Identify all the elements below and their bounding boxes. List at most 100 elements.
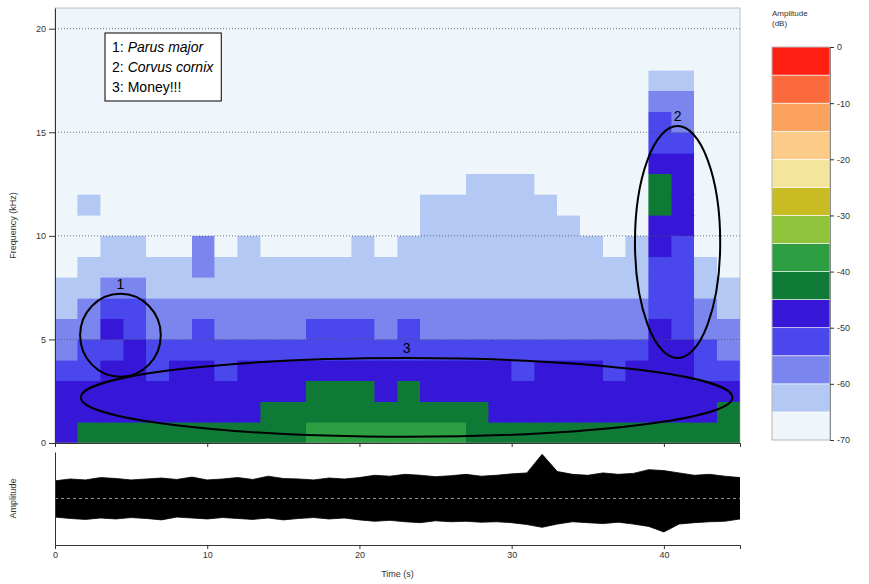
cell xyxy=(466,49,489,70)
cell xyxy=(512,360,535,381)
cell xyxy=(694,70,717,91)
cell xyxy=(169,132,192,153)
cell xyxy=(78,132,101,153)
cell xyxy=(420,153,443,174)
cell xyxy=(261,153,284,174)
cell xyxy=(535,360,558,381)
color-band xyxy=(772,103,830,131)
tick xyxy=(359,443,360,447)
cell xyxy=(215,319,238,340)
tick-label: 10 xyxy=(203,550,213,560)
cell xyxy=(535,402,558,423)
cell xyxy=(352,132,375,153)
x-axis: 010203040 xyxy=(53,545,741,560)
cell xyxy=(557,339,580,360)
cell xyxy=(192,319,215,340)
annotation-label: 1 xyxy=(117,276,125,292)
cell xyxy=(329,8,352,29)
cell xyxy=(694,8,717,29)
cell xyxy=(375,174,398,195)
cell xyxy=(283,153,306,174)
cell xyxy=(694,29,717,50)
cell xyxy=(375,49,398,70)
cell xyxy=(466,153,489,174)
cell xyxy=(580,422,603,443)
cell xyxy=(649,236,672,257)
cell xyxy=(306,174,329,195)
midline xyxy=(55,498,740,499)
cell xyxy=(512,215,535,236)
color-bar-axis: 0-10-20-30-40-50-60-70 xyxy=(830,42,850,445)
cell xyxy=(261,381,284,402)
cell xyxy=(101,132,124,153)
cell xyxy=(512,8,535,29)
cell xyxy=(215,298,238,319)
cell xyxy=(672,153,695,174)
cell xyxy=(420,49,443,70)
legend-text: Money!!! xyxy=(128,79,182,95)
cell xyxy=(352,153,375,174)
grid-line xyxy=(55,235,740,236)
cell xyxy=(443,174,466,195)
cell xyxy=(672,215,695,236)
tick-mark xyxy=(664,443,665,447)
cell xyxy=(261,257,284,278)
tick: 15 xyxy=(36,128,55,138)
cell xyxy=(717,132,740,153)
cell xyxy=(238,319,261,340)
cell xyxy=(55,112,78,133)
cell xyxy=(717,29,740,50)
y-axis-title: Frequency (kHz) xyxy=(8,192,18,259)
cell xyxy=(146,422,169,443)
cell xyxy=(101,381,124,402)
cell xyxy=(603,174,626,195)
cell xyxy=(717,8,740,29)
axis-line xyxy=(56,444,741,448)
cell xyxy=(238,236,261,257)
cell xyxy=(192,277,215,298)
cell xyxy=(672,132,695,153)
cell xyxy=(169,277,192,298)
cell xyxy=(306,319,329,340)
cell xyxy=(306,153,329,174)
cell xyxy=(261,29,284,50)
cell xyxy=(169,174,192,195)
cell xyxy=(535,112,558,133)
cell xyxy=(649,422,672,443)
cell xyxy=(215,8,238,29)
cell xyxy=(580,277,603,298)
cell xyxy=(512,70,535,91)
tick-label: 15 xyxy=(36,128,46,138)
cell xyxy=(192,381,215,402)
cell xyxy=(535,194,558,215)
cell xyxy=(603,70,626,91)
cell xyxy=(329,257,352,278)
cell xyxy=(717,277,740,298)
cell xyxy=(261,319,284,340)
cell xyxy=(169,339,192,360)
cell xyxy=(626,29,649,50)
cell xyxy=(169,194,192,215)
cell xyxy=(78,112,101,133)
cell xyxy=(580,8,603,29)
cell xyxy=(124,112,147,133)
cell xyxy=(398,70,421,91)
plot-area xyxy=(55,454,740,532)
cell xyxy=(672,298,695,319)
cell xyxy=(443,112,466,133)
cell xyxy=(215,339,238,360)
tick-mark xyxy=(830,103,834,104)
cell xyxy=(443,70,466,91)
cell xyxy=(626,215,649,236)
cell xyxy=(146,277,169,298)
legend-box xyxy=(105,33,221,101)
cell xyxy=(101,194,124,215)
cell xyxy=(352,29,375,50)
cell xyxy=(717,319,740,340)
cell xyxy=(238,277,261,298)
cell xyxy=(557,277,580,298)
cell xyxy=(466,194,489,215)
tick-label: 0 xyxy=(837,42,842,52)
cell xyxy=(146,8,169,29)
cell xyxy=(466,70,489,91)
